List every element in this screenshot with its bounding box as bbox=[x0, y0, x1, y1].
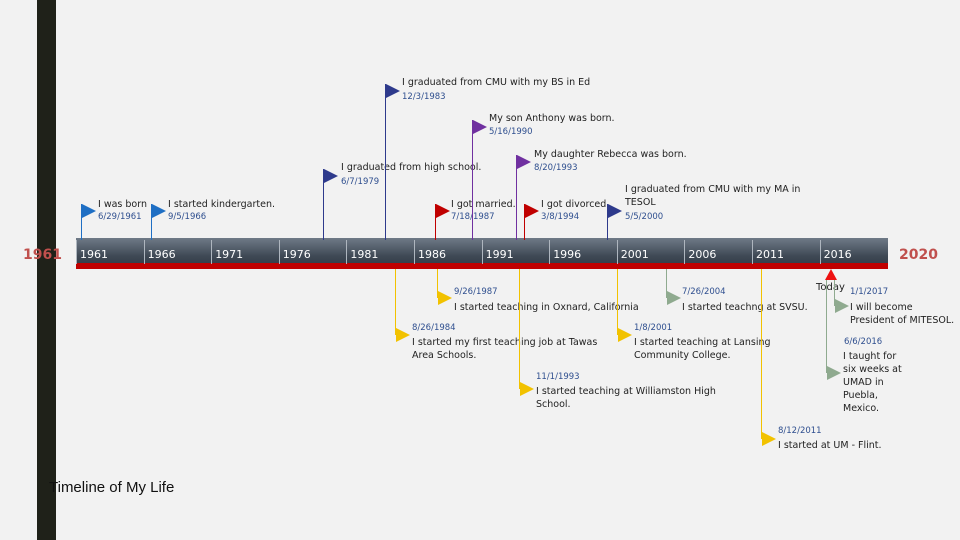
axis-tick-line bbox=[414, 240, 415, 264]
event-date-umad: 6/6/2016 bbox=[844, 337, 883, 347]
event-text-umad: I taught for six weeks at UMAD in Puebla… bbox=[843, 351, 902, 414]
event-connector-ma-tesol bbox=[607, 204, 608, 240]
event-text-born: I was born bbox=[98, 199, 147, 210]
today-marker-icon bbox=[825, 269, 837, 280]
event-date-oxnard: 9/26/1987 bbox=[454, 287, 498, 297]
event-date-tawas: 8/26/1984 bbox=[412, 323, 456, 333]
event-flag-svsu-icon bbox=[667, 291, 681, 305]
event-text-tawas: I started my first teaching job at Tawas… bbox=[412, 337, 598, 361]
event-connector-umad bbox=[826, 280, 827, 373]
event-date-umflint: 8/12/2011 bbox=[778, 426, 822, 436]
page-title: Timeline of My Life bbox=[49, 479, 175, 496]
event-flag-anthony-icon bbox=[473, 120, 487, 134]
event-flag-oxnard-icon bbox=[438, 291, 452, 305]
event-date-born: 6/29/1961 bbox=[98, 212, 142, 222]
event-text-williamston: I started teaching at Williamston High S… bbox=[536, 386, 716, 410]
event-connector-rebecca bbox=[516, 155, 517, 240]
event-connector-born bbox=[81, 204, 82, 240]
event-date-bs-ed: 12/3/1983 bbox=[402, 92, 446, 102]
event-connector-oxnard bbox=[437, 269, 438, 298]
left-decorative-bar bbox=[37, 0, 56, 540]
event-date-williamston: 11/1/1993 bbox=[536, 372, 580, 382]
event-connector-kindergarten bbox=[151, 204, 152, 240]
event-text-mitesol: I will become President of MITESOL. bbox=[850, 302, 955, 326]
event-flag-lansing-icon bbox=[618, 328, 632, 342]
axis-tick-label: 2016 bbox=[823, 248, 852, 261]
axis-tick-label: 2001 bbox=[620, 248, 649, 261]
event-date-divorced: 3/8/1994 bbox=[541, 212, 580, 222]
event-connector-married bbox=[435, 204, 436, 240]
event-date-svsu: 7/26/2004 bbox=[682, 287, 726, 297]
event-text-umflint: I started at UM - Flint. bbox=[778, 440, 882, 451]
axis-tick-line bbox=[346, 240, 348, 264]
axis-tick-label: 1981 bbox=[350, 248, 379, 261]
event-connector-high-school bbox=[323, 169, 324, 240]
event-connector-umflint bbox=[761, 269, 762, 439]
event-flag-born-icon bbox=[82, 204, 96, 218]
event-flag-umad-icon bbox=[827, 366, 841, 380]
event-text-bs-ed: I graduated from CMU with my BS in Ed bbox=[402, 77, 591, 88]
event-flag-married-icon bbox=[436, 204, 450, 218]
event-connector-divorced bbox=[524, 204, 525, 240]
event-flag-ma-tesol-icon bbox=[608, 204, 622, 218]
axis-tick-label: 1991 bbox=[485, 248, 514, 261]
event-flag-kindergarten-icon bbox=[152, 204, 166, 218]
event-text-divorced: I got divorced. bbox=[541, 199, 610, 210]
event-date-lansing: 1/8/2001 bbox=[634, 323, 673, 333]
axis-tick-label: 1996 bbox=[553, 248, 582, 261]
event-date-rebecca: 8/20/1993 bbox=[534, 163, 578, 173]
event-text-rebecca: My daughter Rebecca was born. bbox=[534, 149, 687, 160]
event-flag-williamston-icon bbox=[520, 382, 534, 396]
event-text-lansing: I started teaching at Lansing Community … bbox=[634, 337, 771, 361]
event-text-oxnard: I started teaching in Oxnard, California bbox=[454, 302, 639, 313]
event-date-anthony: 5/16/1990 bbox=[489, 127, 533, 137]
event-flag-umflint-icon bbox=[762, 432, 776, 446]
today-label: Today bbox=[816, 282, 845, 293]
axis-tick-line bbox=[549, 240, 551, 264]
axis-tick-line bbox=[616, 240, 618, 264]
timeline-start-year: 1961 bbox=[23, 247, 62, 263]
event-date-kindergarten: 9/5/1966 bbox=[168, 212, 207, 222]
event-text-kindergarten: I started kindergarten. bbox=[168, 199, 275, 210]
event-text-high-school: I graduated from high school. bbox=[341, 162, 482, 173]
event-text-ma-tesol: I graduated from CMU with my MA in TESOL bbox=[625, 184, 801, 208]
event-flag-bs-ed-icon bbox=[386, 84, 400, 98]
event-flag-mitesol-icon bbox=[835, 299, 849, 313]
axis-tick-line bbox=[76, 240, 77, 264]
axis-tick-label: 1966 bbox=[147, 248, 176, 261]
event-date-high-school: 6/7/1979 bbox=[341, 177, 380, 187]
axis-tick-line bbox=[819, 240, 821, 264]
event-date-ma-tesol: 5/5/2000 bbox=[625, 212, 664, 222]
event-connector-anthony bbox=[472, 120, 473, 240]
axis-tick-line bbox=[481, 240, 483, 264]
event-connector-lansing bbox=[617, 269, 618, 335]
event-flag-high-school-icon bbox=[324, 169, 338, 183]
axis-tick-label: 1986 bbox=[418, 248, 446, 261]
axis-tick-line bbox=[278, 240, 280, 264]
axis-tick-label: 1971 bbox=[215, 248, 244, 261]
timeline-axis-red-stripe bbox=[76, 263, 888, 269]
event-flag-rebecca-icon bbox=[517, 155, 531, 169]
event-connector-bs-ed bbox=[385, 84, 386, 240]
event-connector-svsu bbox=[666, 269, 667, 298]
axis-tick-line bbox=[684, 240, 686, 264]
event-date-mitesol: 1/1/2017 bbox=[850, 287, 889, 297]
event-text-married: I got married. bbox=[451, 199, 516, 210]
axis-tick-label: 1961 bbox=[80, 248, 108, 261]
axis-tick-line bbox=[752, 240, 753, 264]
event-flag-tawas-icon bbox=[396, 328, 410, 342]
event-text-anthony: My son Anthony was born. bbox=[489, 113, 615, 124]
event-connector-mitesol bbox=[834, 280, 835, 306]
axis-tick-line bbox=[211, 240, 213, 264]
event-connector-tawas bbox=[395, 269, 396, 335]
timeline-end-year: 2020 bbox=[899, 247, 938, 263]
event-connector-williamston bbox=[519, 269, 520, 389]
axis-tick-label: 2011 bbox=[756, 248, 784, 261]
axis-tick-line bbox=[143, 240, 145, 264]
event-flag-divorced-icon bbox=[525, 204, 539, 218]
axis-tick-label: 2006 bbox=[688, 248, 717, 261]
axis-tick-label: 1976 bbox=[282, 248, 311, 261]
event-text-svsu: I started teachng at SVSU. bbox=[682, 302, 808, 313]
